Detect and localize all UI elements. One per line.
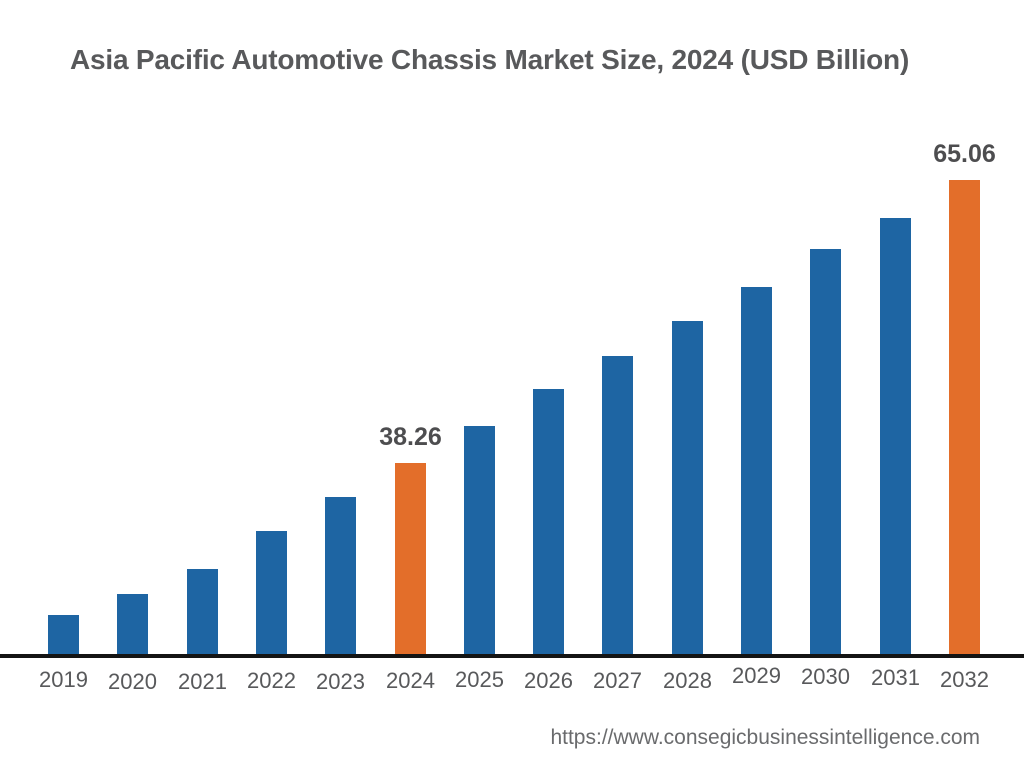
x-tick-2027: 2027: [593, 668, 642, 693]
x-tick-2021: 2021: [178, 669, 227, 694]
bar-2024: [395, 463, 426, 656]
x-tick-2025: 2025: [455, 667, 504, 692]
bar-2029: [741, 287, 772, 656]
x-tick-2031: 2031: [871, 665, 920, 690]
bar-2026: [533, 389, 564, 656]
bar-2020: [117, 594, 148, 656]
source-url-link[interactable]: https://www.consegicbusinessintelligence…: [550, 726, 980, 749]
bar-2032: [949, 180, 980, 656]
x-tick-2022: 2022: [247, 668, 296, 693]
x-tick-2024: 2024: [386, 668, 435, 693]
bar-2031: [880, 218, 911, 656]
bar-2025: [464, 426, 495, 656]
x-tick-2030: 2030: [801, 664, 850, 689]
bar-2028: [672, 321, 703, 656]
x-tick-2029: 2029: [732, 663, 781, 688]
x-axis-line: [0, 654, 1024, 658]
x-tick-2020: 2020: [108, 669, 157, 694]
bar-2023: [325, 497, 356, 656]
bar-2021: [187, 569, 218, 656]
bar-2030: [810, 249, 841, 656]
value-label-2024: 38.26: [379, 423, 442, 451]
x-tick-2026: 2026: [524, 668, 573, 693]
x-tick-2023: 2023: [316, 669, 365, 694]
bar-2027: [602, 356, 633, 656]
bar-2022: [256, 531, 287, 656]
x-tick-2028: 2028: [663, 668, 712, 693]
x-tick-2019: 2019: [39, 667, 88, 692]
value-label-2032: 65.06: [933, 140, 996, 168]
x-tick-2032: 2032: [940, 667, 989, 692]
bar-2019: [48, 615, 79, 656]
chart-title: Asia Pacific Automotive Chassis Market S…: [70, 44, 910, 75]
